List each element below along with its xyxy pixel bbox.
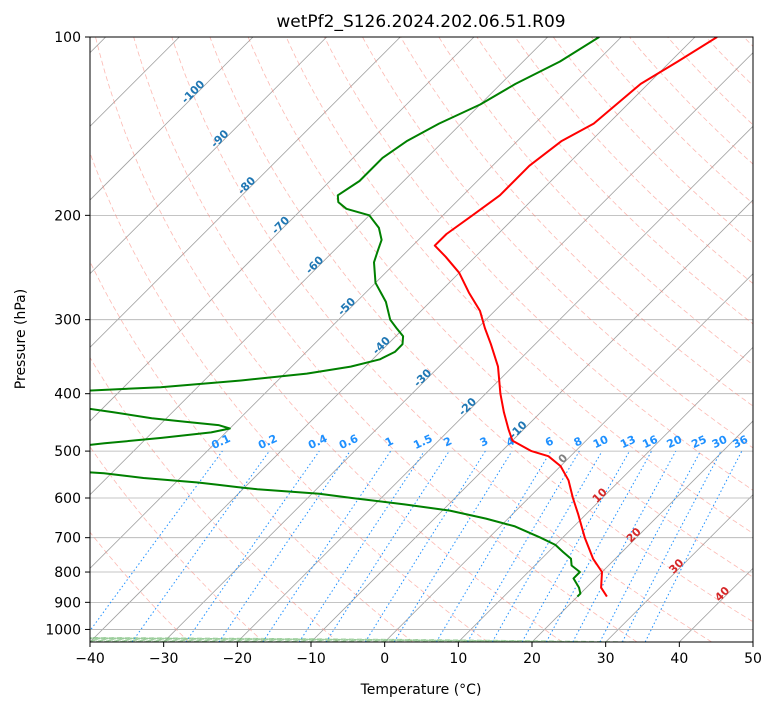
dry-adiabat-line: [324, 37, 753, 491]
mixing-ratio-line: [545, 450, 653, 642]
y-tick-label: 800: [54, 565, 81, 581]
dry-adiabat-line: [90, 446, 264, 642]
isotherm-line: [163, 52, 753, 642]
dry-adiabat-line: [514, 37, 753, 284]
y-tick-label: 1000: [45, 622, 81, 638]
y-tick-label: 300: [54, 313, 81, 329]
mixing-ratio-label: 30: [710, 433, 730, 451]
mixing-ratio-line: [325, 450, 450, 642]
dry-adiabat-line: [438, 37, 753, 366]
mixing-ratio-label: 36: [731, 433, 751, 451]
plot-background: [90, 37, 753, 642]
x-tick-label: 20: [523, 651, 541, 667]
mixing-ratio-line: [644, 450, 743, 642]
y-tick-label: 600: [54, 491, 81, 507]
dry-adiabat-line: [209, 37, 753, 623]
y-tick-label: 500: [54, 444, 81, 460]
mixing-ratio-label: 16: [640, 433, 660, 451]
mixing-ratio-line: [185, 450, 320, 642]
isotherm-line: [90, 37, 327, 275]
dry-adiabat-line: [400, 37, 753, 407]
mixing-ratio-line: [621, 450, 722, 642]
x-tick-label: −20: [223, 651, 253, 667]
isotherm-line: [90, 37, 254, 201]
mixing-ratio-label: 25: [689, 433, 708, 451]
mixing-ratio-label: 13: [618, 433, 637, 451]
isotherm-line: [605, 494, 753, 642]
isotherm-line: [90, 37, 548, 496]
x-tick-label: 50: [744, 651, 762, 667]
x-tick-label: −40: [75, 651, 105, 667]
y-tick-label: 900: [54, 595, 81, 611]
x-tick-label: 40: [670, 651, 688, 667]
dry-adiabat-line: [362, 37, 753, 449]
isotherm-line: [531, 420, 753, 642]
y-tick-label: 700: [54, 531, 81, 547]
isotherm-line: [90, 37, 696, 642]
x-tick-label: −30: [149, 651, 179, 667]
mixing-ratio-line: [364, 450, 486, 642]
x-tick-label: 10: [449, 651, 467, 667]
mixing-ratio-line: [572, 450, 677, 642]
dry-adiabat-line: [90, 151, 488, 642]
axes: −40 −30 −20 −10 0 10 20 30 40 50 100 200 300 400 500 60…: [45, 30, 762, 667]
mixing-ratio-label: 10: [591, 433, 611, 451]
mixing-ratio-label: 20: [665, 433, 685, 451]
dewpoint-profile-line: [90, 37, 600, 598]
dry-adiabat-line: [285, 37, 753, 534]
x-axis-label: Temperature (°C): [360, 682, 482, 698]
dry-adiabat-line: [95, 37, 563, 642]
isotherm-line: [90, 37, 401, 348]
dry-adiabat-line: [90, 531, 190, 642]
moist-adiabat-line: [90, 637, 650, 642]
isotherm-line: [752, 641, 753, 642]
isotherm-line: [90, 37, 475, 422]
y-axis-label: Pressure (hPa): [13, 289, 29, 389]
isotherm-line: [458, 346, 753, 642]
dry-adiabat-line: [90, 356, 339, 642]
plot-frame: [89, 36, 754, 643]
y-tick-label: 400: [54, 387, 81, 403]
mixing-ratio-line: [298, 450, 425, 642]
isotherm-line: [384, 273, 753, 642]
dry-adiabat-line: [171, 37, 712, 642]
isotherm-line: [90, 37, 622, 569]
temperature-profile-line: [433, 37, 718, 598]
chart-title: wetPf2_S126.2024.202.06.51.R09: [276, 12, 565, 32]
mixing-ratio-line: [131, 450, 270, 642]
x-tick-label: 30: [597, 651, 615, 667]
dry-adiabat-line: [247, 37, 753, 578]
y-tick-label: 200: [54, 208, 81, 224]
y-tick-label: 100: [54, 30, 81, 46]
mixing-ratio-line: [90, 450, 223, 632]
x-tick-label: 0: [380, 651, 389, 667]
isotherm-line: [237, 125, 753, 642]
mixing-ratio-line: [599, 450, 701, 642]
mixing-ratio-line: [521, 450, 630, 642]
dry-adiabat-line: [133, 37, 638, 642]
mixing-ratio-line: [393, 450, 513, 642]
x-tick-label: −10: [296, 651, 326, 667]
